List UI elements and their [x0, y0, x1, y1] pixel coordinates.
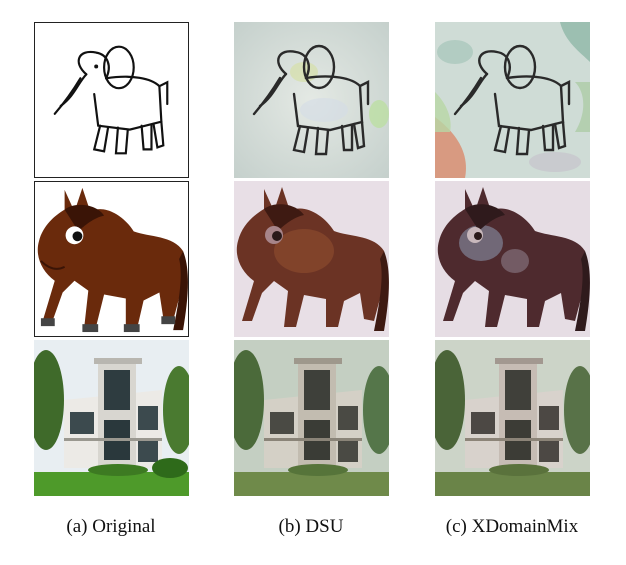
horse-original-image	[34, 181, 189, 337]
house-original-image	[34, 340, 189, 496]
house-dsu-image	[234, 340, 389, 496]
elephant-original-image	[34, 22, 189, 178]
elephant-dsu-image	[234, 22, 389, 178]
caption-original: (a) Original	[66, 516, 156, 537]
caption-xdomainmix: (c) XDomainMix	[445, 516, 579, 537]
horse-dsu-image	[234, 181, 389, 337]
elephant-xdomainmix-image	[435, 22, 590, 178]
house-xdomainmix-image	[435, 340, 590, 496]
caption-dsu: (b) DSU	[278, 516, 344, 537]
horse-xdomainmix-image	[435, 181, 590, 337]
